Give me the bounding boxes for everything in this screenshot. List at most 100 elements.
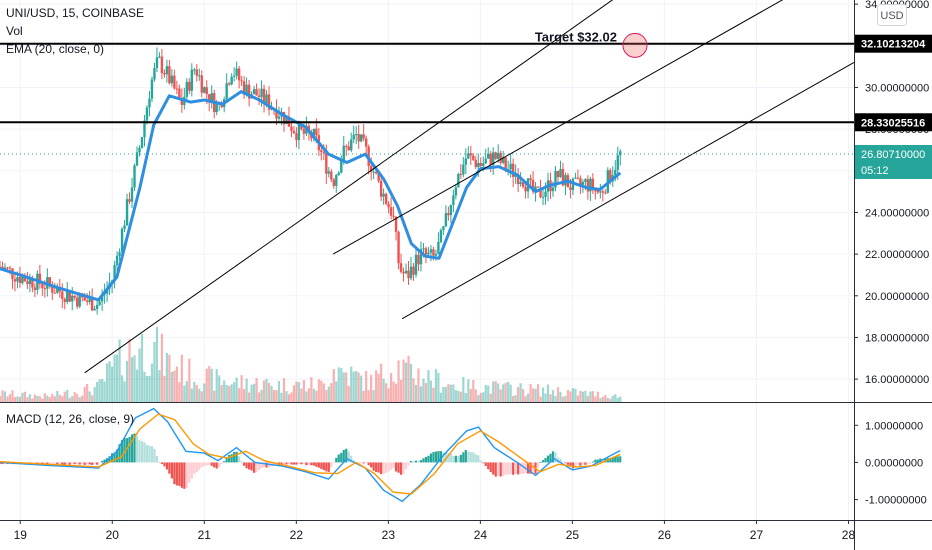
macd-legend[interactable]: MACD (12, 26, close, 9): [6, 412, 135, 426]
volume-bar: [257, 392, 261, 402]
volume-bar: [522, 389, 525, 402]
volume-bar: [504, 382, 507, 402]
macd-histogram-bar: [389, 462, 393, 470]
volume-bar: [449, 384, 452, 402]
volume-bar: [200, 391, 203, 402]
macd-histogram-bar: [477, 455, 480, 463]
candle: [489, 153, 492, 166]
volume-bar: [375, 370, 378, 402]
macd-histogram-bar: [370, 462, 373, 468]
candle: [601, 191, 605, 193]
volume-bar: [230, 384, 233, 402]
macd-histogram-bar: [76, 462, 79, 465]
target-marker[interactable]: [622, 32, 648, 58]
volume-bar: [464, 392, 467, 402]
macd-histogram-bar: [407, 462, 410, 466]
candle: [501, 157, 505, 163]
macd-histogram: [0, 433, 622, 489]
volume-bar: [108, 361, 111, 402]
volume-bar: [28, 394, 31, 402]
volume-bar: [68, 397, 71, 402]
macd-histogram-bar: [322, 462, 325, 471]
volume-bar: [31, 398, 34, 402]
channel-trendline[interactable]: [84, 0, 651, 374]
volume-bar: [317, 379, 320, 402]
volume-bar: [342, 372, 345, 402]
candle: [56, 288, 59, 293]
volume-bar: [277, 380, 281, 402]
macd-histogram-bar: [265, 462, 268, 468]
volume-bar: [43, 393, 46, 402]
volume-bar: [352, 371, 355, 402]
volume-bar: [205, 368, 208, 402]
volume-bar: [539, 396, 542, 402]
volume-bar: [479, 392, 482, 402]
candle: [379, 180, 383, 197]
ema-legend[interactable]: EMA (20, close, 0): [6, 42, 105, 56]
candle: [302, 129, 306, 134]
volume-bar: [616, 397, 619, 402]
volume-bar: [452, 384, 455, 402]
macd-histogram-bar: [360, 462, 363, 464]
macd-histogram-bar: [514, 462, 517, 474]
candle: [21, 276, 24, 284]
candle: [245, 84, 248, 95]
currency-button[interactable]: USD: [877, 4, 907, 26]
volume-bar: [367, 390, 370, 402]
volume-bar: [133, 355, 136, 402]
symbol-legend[interactable]: UNI/USD, 15, COINBASE: [6, 6, 145, 20]
macd-histogram-bar: [148, 445, 151, 463]
volume-bar: [81, 395, 84, 402]
candle: [322, 152, 326, 154]
candle: [404, 270, 408, 274]
candle: [0, 266, 2, 268]
volume-bar: [519, 383, 522, 402]
volume-bar: [576, 395, 580, 402]
candle: [16, 277, 19, 282]
candle: [399, 263, 403, 272]
volume-bar: [297, 382, 301, 402]
volume-bar: [517, 387, 520, 402]
candle: [285, 117, 288, 125]
volume-bar: [337, 367, 340, 402]
volume-bar: [544, 393, 547, 402]
candle: [414, 254, 418, 275]
volume-legend[interactable]: Vol: [6, 24, 23, 38]
candle: [33, 287, 37, 290]
volume-bar: [220, 384, 223, 402]
macd-histogram-bar: [81, 462, 84, 465]
macd-histogram-bar: [103, 459, 106, 463]
price-tick-label: 18.00000000: [865, 332, 929, 344]
candle: [330, 171, 333, 180]
volume-bar: [459, 391, 462, 402]
candle: [140, 137, 144, 148]
channel-trendline[interactable]: [401, 62, 855, 320]
level-price-box: [855, 34, 932, 53]
volume-bar: [252, 383, 256, 402]
price-tick-label: 22.00000000: [865, 249, 929, 261]
volume-bar: [332, 369, 335, 402]
volume-bar: [195, 385, 198, 402]
candle: [193, 69, 196, 71]
channel-trendline[interactable]: [332, 0, 830, 255]
macd-histogram-bar: [73, 462, 76, 465]
macd-histogram-bar: [404, 462, 408, 470]
macd-histogram-bar: [502, 462, 505, 477]
candle: [452, 195, 455, 206]
volume-bar: [140, 333, 144, 402]
candle: [41, 284, 44, 289]
volume-bar: [571, 388, 575, 402]
volume-bar: [524, 396, 527, 402]
macd-histogram-bar: [335, 457, 338, 463]
candle: [407, 270, 410, 279]
macd-histogram-bar: [195, 462, 198, 473]
volume-bar: [596, 391, 599, 402]
macd-histogram-bar: [479, 460, 482, 463]
volume-bar: [243, 388, 246, 402]
volume-bar: [357, 372, 360, 402]
volume-bar: [292, 385, 296, 402]
volume-bar: [419, 386, 423, 402]
macd-histogram-bar: [350, 455, 353, 463]
macd-histogram-bar: [153, 449, 156, 463]
